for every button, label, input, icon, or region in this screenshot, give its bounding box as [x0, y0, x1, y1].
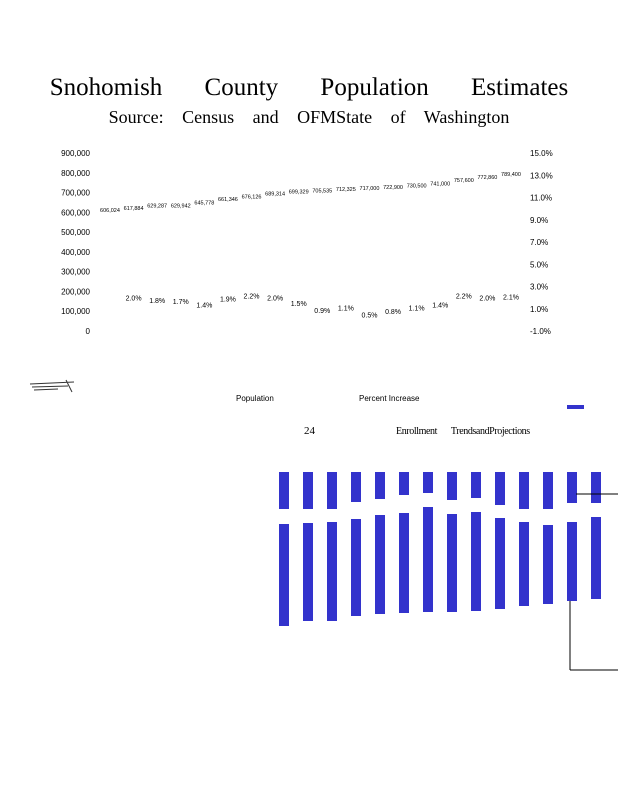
y-left-tick: 200,000	[61, 287, 90, 296]
y-right-tick: -1.0%	[530, 327, 551, 336]
lower-bar	[303, 523, 313, 621]
lower-bar	[495, 518, 505, 609]
lower-bar	[399, 513, 409, 613]
percent-label: 0.8%	[385, 309, 401, 316]
population-label: 629,287	[147, 204, 167, 210]
y-left-tick: 400,000	[61, 248, 90, 257]
percent-label: 1.9%	[220, 297, 236, 304]
percent-label: 2.0%	[126, 296, 142, 303]
percent-label: 1.4%	[196, 302, 212, 309]
legend-population: Population	[236, 394, 274, 403]
upper-bar	[471, 472, 481, 498]
lower-bar	[543, 525, 553, 604]
upper-bar	[519, 472, 529, 509]
upper-bar	[567, 472, 577, 503]
lower-bar	[447, 514, 457, 612]
percent-label: 1.7%	[173, 299, 189, 306]
y-left-tick: 900,000	[61, 149, 90, 158]
y-right-tick: 11.0%	[530, 194, 552, 203]
population-label: 717,000	[360, 186, 380, 192]
y-right-tick: 7.0%	[530, 238, 548, 247]
logo-mark-icon	[29, 379, 75, 393]
upper-bar	[327, 472, 337, 509]
upper-bar	[447, 472, 457, 500]
upper-bar	[279, 472, 289, 509]
legend-swatch	[567, 405, 584, 409]
upper-bar	[303, 472, 313, 509]
population-label: 741,000	[430, 181, 450, 187]
chart-source: Source: Census and OFMState of Washingto…	[108, 107, 510, 127]
percent-label: 1.1%	[338, 306, 354, 313]
population-label: 757,600	[454, 178, 474, 184]
lower-bar	[591, 517, 601, 599]
upper-bar	[495, 472, 505, 505]
lower-bar	[519, 522, 529, 606]
lower-bar	[327, 522, 337, 621]
chart-title: Snohomish County Population Estimates	[49, 74, 569, 101]
population-label: 645,778	[194, 200, 214, 206]
population-label: 689,314	[265, 192, 285, 198]
lower-bar	[375, 515, 385, 614]
y-right-tick: 13.0%	[530, 171, 553, 180]
y-right-tick: 9.0%	[530, 216, 548, 225]
y-left-tick: 100,000	[61, 307, 90, 316]
lower-bar	[279, 524, 289, 626]
population-label: 617,884	[124, 206, 144, 212]
y-left-tick: 500,000	[61, 228, 90, 237]
upper-bar	[543, 472, 553, 509]
population-label: 699,329	[289, 190, 309, 196]
percent-label: 2.2%	[456, 293, 472, 300]
lower-bar	[567, 522, 577, 601]
population-label: 722,900	[383, 185, 403, 191]
lower-bar	[351, 519, 361, 616]
y-right-tick: 15.0%	[530, 149, 553, 158]
upper-bar	[399, 472, 409, 495]
population-label: 629,942	[171, 203, 191, 209]
percent-label: 0.5%	[361, 312, 377, 319]
population-label: 606,024	[100, 208, 120, 214]
upper-bar	[591, 472, 601, 503]
population-label: 772,860	[477, 175, 497, 181]
page-number: 24	[304, 425, 315, 437]
population-label: 730,500	[407, 184, 427, 190]
percent-label: 2.0%	[267, 296, 283, 303]
y-left-tick: 300,000	[61, 268, 90, 277]
percent-label: 2.1%	[503, 295, 519, 302]
upper-bar	[423, 472, 433, 493]
percent-label: 1.4%	[432, 302, 448, 309]
lower-bar	[423, 507, 433, 612]
percent-label: 2.2%	[244, 293, 260, 300]
population-label: 789,400	[501, 172, 521, 178]
percent-label: 0.9%	[314, 308, 330, 315]
y-right-tick: 3.0%	[530, 283, 548, 292]
y-left-tick: 600,000	[61, 208, 90, 217]
legend-percent-increase: Percent Increase	[359, 394, 420, 403]
percent-label: 1.1%	[409, 306, 425, 313]
percent-label: 1.5%	[291, 301, 307, 308]
y-left-tick: 0	[86, 327, 91, 336]
population-label: 676,126	[242, 194, 262, 200]
y-right-tick: 5.0%	[530, 260, 548, 269]
y-left-tick: 700,000	[61, 189, 90, 198]
population-label: 705,535	[312, 188, 332, 194]
percent-label: 2.0%	[479, 296, 495, 303]
population-label: 712,325	[336, 187, 356, 193]
population-label: 661,346	[218, 197, 238, 203]
upper-bar	[375, 472, 385, 499]
lower-bar	[471, 512, 481, 611]
percent-label: 1.8%	[149, 298, 165, 305]
next-chart-title: Enrollment TrendsandProjections	[396, 426, 530, 437]
y-right-tick: 1.0%	[530, 305, 548, 314]
y-left-tick: 800,000	[61, 169, 90, 178]
upper-bar	[351, 472, 361, 502]
